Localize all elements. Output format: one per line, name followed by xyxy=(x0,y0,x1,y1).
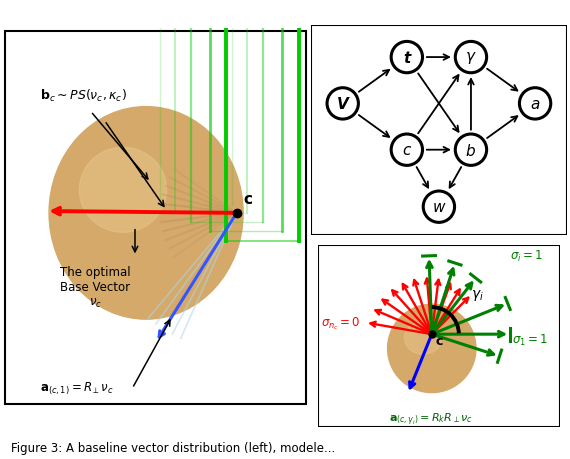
Text: $\gamma_i$: $\gamma_i$ xyxy=(471,287,484,302)
Text: $\sigma_{n_c}=0$: $\sigma_{n_c}=0$ xyxy=(321,315,361,331)
Circle shape xyxy=(455,135,487,166)
Text: $c$: $c$ xyxy=(402,143,412,158)
FancyBboxPatch shape xyxy=(5,32,306,404)
Ellipse shape xyxy=(388,305,476,393)
Text: The optimal
Base Vector
$\nu_c$: The optimal Base Vector $\nu_c$ xyxy=(60,265,131,309)
Text: $\gamma$: $\gamma$ xyxy=(465,50,477,66)
Circle shape xyxy=(327,89,359,120)
Ellipse shape xyxy=(405,321,442,354)
Ellipse shape xyxy=(49,107,243,319)
Ellipse shape xyxy=(79,148,166,233)
Circle shape xyxy=(519,89,551,120)
Circle shape xyxy=(424,191,455,223)
Text: $\mathbf{b}_c\sim PS(\nu_c,\kappa_c)$: $\mathbf{b}_c\sim PS(\nu_c,\kappa_c)$ xyxy=(40,88,127,104)
Text: $b$: $b$ xyxy=(466,142,477,158)
Text: $\mathbf{c}$: $\mathbf{c}$ xyxy=(243,192,253,207)
Text: $\mathbf{a}_{(c,1)}=R_{\perp}\nu_c$: $\mathbf{a}_{(c,1)}=R_{\perp}\nu_c$ xyxy=(40,380,113,397)
Circle shape xyxy=(391,135,422,166)
Text: $\mathbf{c}$: $\mathbf{c}$ xyxy=(434,335,443,347)
Text: $\sigma_i=1$: $\sigma_i=1$ xyxy=(510,249,543,264)
Text: $\mathbf{a}_{(c,\gamma_i)}=R_kR_{\perp}\nu_c$: $\mathbf{a}_{(c,\gamma_i)}=R_kR_{\perp}\… xyxy=(389,411,473,427)
Text: Figure 3: A baseline vector distribution (left), modele...: Figure 3: A baseline vector distribution… xyxy=(11,441,336,453)
Text: t: t xyxy=(403,50,410,66)
FancyBboxPatch shape xyxy=(317,246,560,427)
FancyBboxPatch shape xyxy=(311,26,567,235)
Text: $\sigma_1=1$: $\sigma_1=1$ xyxy=(512,332,548,347)
Text: V: V xyxy=(337,97,349,112)
Circle shape xyxy=(391,42,422,73)
Text: $w$: $w$ xyxy=(431,200,446,215)
Text: $a$: $a$ xyxy=(530,97,540,112)
Circle shape xyxy=(455,42,487,73)
